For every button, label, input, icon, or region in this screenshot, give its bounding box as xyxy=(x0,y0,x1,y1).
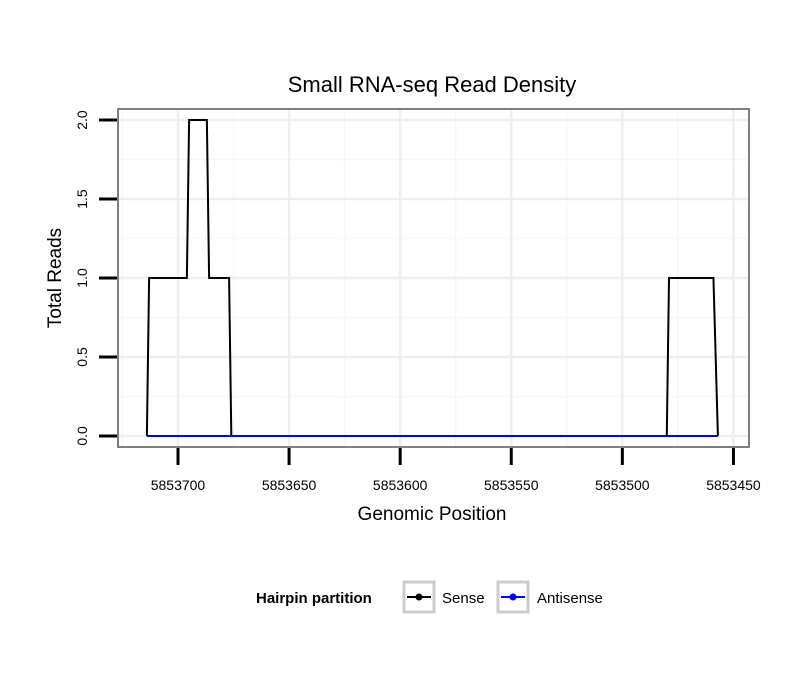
legend-title: Hairpin partition xyxy=(256,590,372,607)
x-tick-label: 5853550 xyxy=(484,477,539,493)
series-line-sense xyxy=(145,119,719,437)
legend-key-point xyxy=(415,593,423,601)
legend-item-antisense: Antisense xyxy=(496,580,603,614)
y-tick-label: 1.0 xyxy=(74,268,90,288)
x-axis: 5853700 5853650 5853600 5853550 5853500 58534… xyxy=(151,448,761,493)
x-tick-label: 5853700 xyxy=(151,477,206,493)
y-axis-title: Total Reads xyxy=(45,228,66,328)
x-tick-label: 5853500 xyxy=(595,477,650,493)
legend-key-point xyxy=(509,593,517,601)
legend-label-antisense: Antisense xyxy=(537,590,603,607)
x-axis-title: Genomic Position xyxy=(358,504,507,525)
y-tick-label: 0.5 xyxy=(74,347,90,367)
legend-items: Sense Antisense xyxy=(402,580,603,614)
x-tick-label: 5853650 xyxy=(262,477,317,493)
plot-border xyxy=(117,108,750,448)
x-tick-label: 5853600 xyxy=(373,477,428,493)
series-layer xyxy=(145,119,719,437)
x-tick-label: 5853450 xyxy=(706,477,761,493)
chart-title: Small RNA-seq Read Density xyxy=(288,72,577,97)
y-tick-label: 1.5 xyxy=(74,189,90,209)
y-tick-label: 0.0 xyxy=(74,426,90,446)
legend: Hairpin partition Sense Antisense xyxy=(256,580,603,614)
legend-label-sense: Sense xyxy=(442,590,485,607)
y-axis: 0.0 0.5 1.0 1.5 2.0 xyxy=(74,110,117,446)
y-tick-label: 2.0 xyxy=(74,110,90,130)
legend-item-sense: Sense xyxy=(402,580,485,614)
